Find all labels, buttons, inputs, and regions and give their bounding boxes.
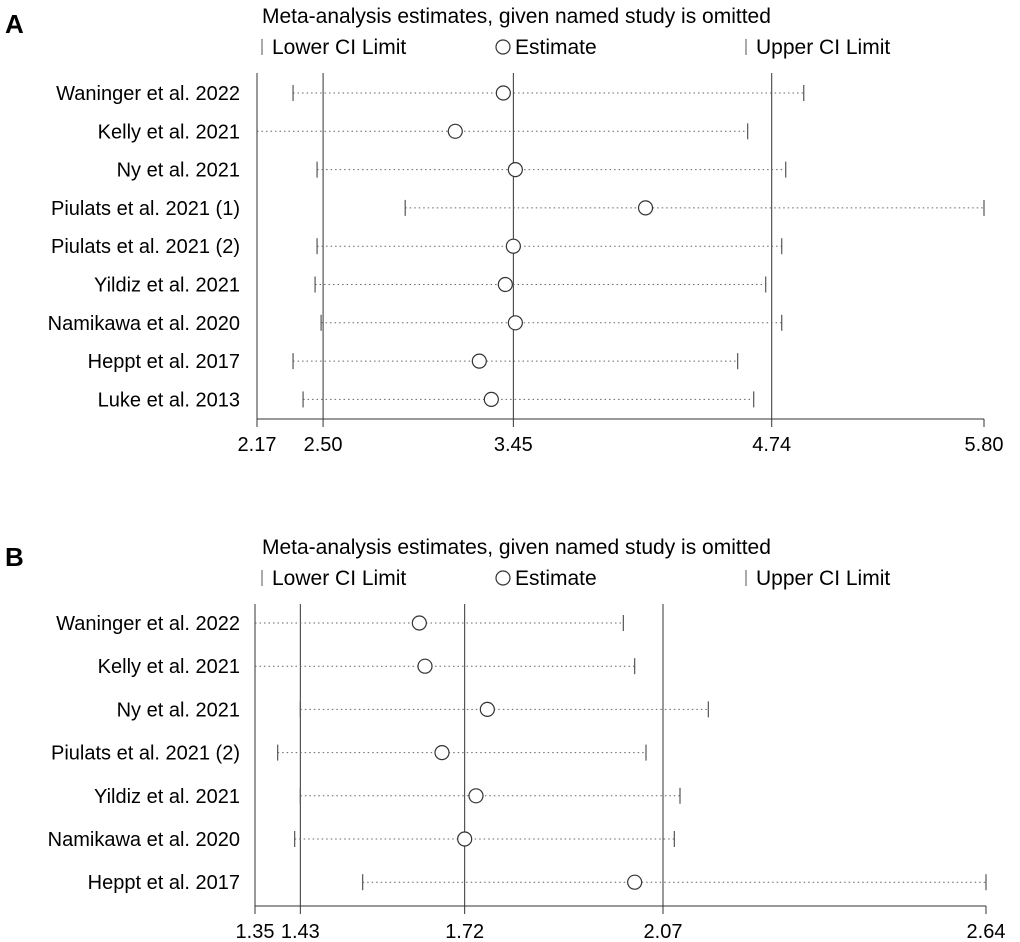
study-label: Ny et al. 2021 bbox=[117, 699, 240, 721]
study-label: Heppt et al. 2017 bbox=[88, 351, 240, 373]
study-label: Ny et al. 2021 bbox=[117, 160, 240, 182]
estimate-point bbox=[417, 658, 433, 674]
legend-estimate: Estimate bbox=[515, 567, 597, 590]
study-label: Waninger et al. 2022 bbox=[56, 83, 240, 105]
x-tick-label: 4.74 bbox=[752, 434, 791, 456]
x-tick-label: 2.17 bbox=[238, 434, 277, 456]
estimate-point bbox=[471, 353, 487, 369]
x-tick-label: 1.35 bbox=[236, 921, 275, 942]
study-label: Piulats et al. 2021 (2) bbox=[51, 743, 240, 765]
study-label: Namikawa et al. 2020 bbox=[48, 829, 240, 851]
chart-title: Meta-analysis estimates, given named stu… bbox=[262, 5, 771, 28]
study-label: Luke et al. 2013 bbox=[98, 389, 240, 411]
study-label: Piulats et al. 2021 (2) bbox=[51, 236, 240, 258]
study-label: Yildiz et al. 2021 bbox=[94, 275, 240, 297]
estimate-point bbox=[434, 744, 450, 761]
estimate-point bbox=[507, 162, 523, 178]
legend-lower-ci: Lower CI Limit bbox=[272, 36, 406, 59]
study-label: Waninger et al. 2022 bbox=[56, 613, 240, 635]
estimate-legend-marker bbox=[495, 39, 511, 55]
panel-letter: B bbox=[5, 542, 24, 572]
estimate-point bbox=[483, 391, 499, 407]
study-label: Heppt et al. 2017 bbox=[88, 872, 240, 894]
x-tick-label: 3.45 bbox=[494, 434, 533, 456]
estimate-point bbox=[457, 831, 473, 847]
x-tick-label: 1.43 bbox=[281, 921, 320, 942]
estimate-point bbox=[637, 200, 654, 216]
legend-upper-ci: Upper CI Limit bbox=[756, 36, 890, 59]
x-tick-label: 2.50 bbox=[304, 434, 343, 456]
x-tick-label: 2.64 bbox=[967, 921, 1006, 942]
study-label: Piulats et al. 2021 (1) bbox=[51, 198, 240, 220]
estimate-point bbox=[479, 701, 495, 718]
legend-estimate: Estimate bbox=[515, 36, 597, 59]
estimate-point bbox=[505, 238, 521, 254]
estimate-point bbox=[468, 788, 484, 804]
legend-lower-ci: Lower CI Limit bbox=[272, 567, 406, 590]
estimate-point bbox=[447, 123, 463, 139]
estimate-legend-marker bbox=[495, 570, 511, 586]
study-label: Namikawa et al. 2020 bbox=[48, 313, 240, 335]
chart-title: Meta-analysis estimates, given named stu… bbox=[262, 536, 771, 559]
study-label: Yildiz et al. 2021 bbox=[94, 786, 240, 808]
x-tick-label: 2.07 bbox=[644, 921, 683, 942]
estimate-point bbox=[507, 315, 523, 331]
study-label: Kelly et al. 2021 bbox=[98, 121, 240, 143]
estimate-point bbox=[497, 276, 513, 293]
estimate-point bbox=[411, 615, 427, 631]
x-tick-label: 1.72 bbox=[445, 921, 484, 942]
panel-letter: A bbox=[5, 9, 24, 39]
estimate-point bbox=[627, 874, 643, 890]
x-tick-label: 5.80 bbox=[965, 434, 1004, 456]
legend-upper-ci: Upper CI Limit bbox=[756, 567, 890, 590]
estimate-point bbox=[495, 85, 511, 101]
study-label: Kelly et al. 2021 bbox=[98, 656, 240, 678]
